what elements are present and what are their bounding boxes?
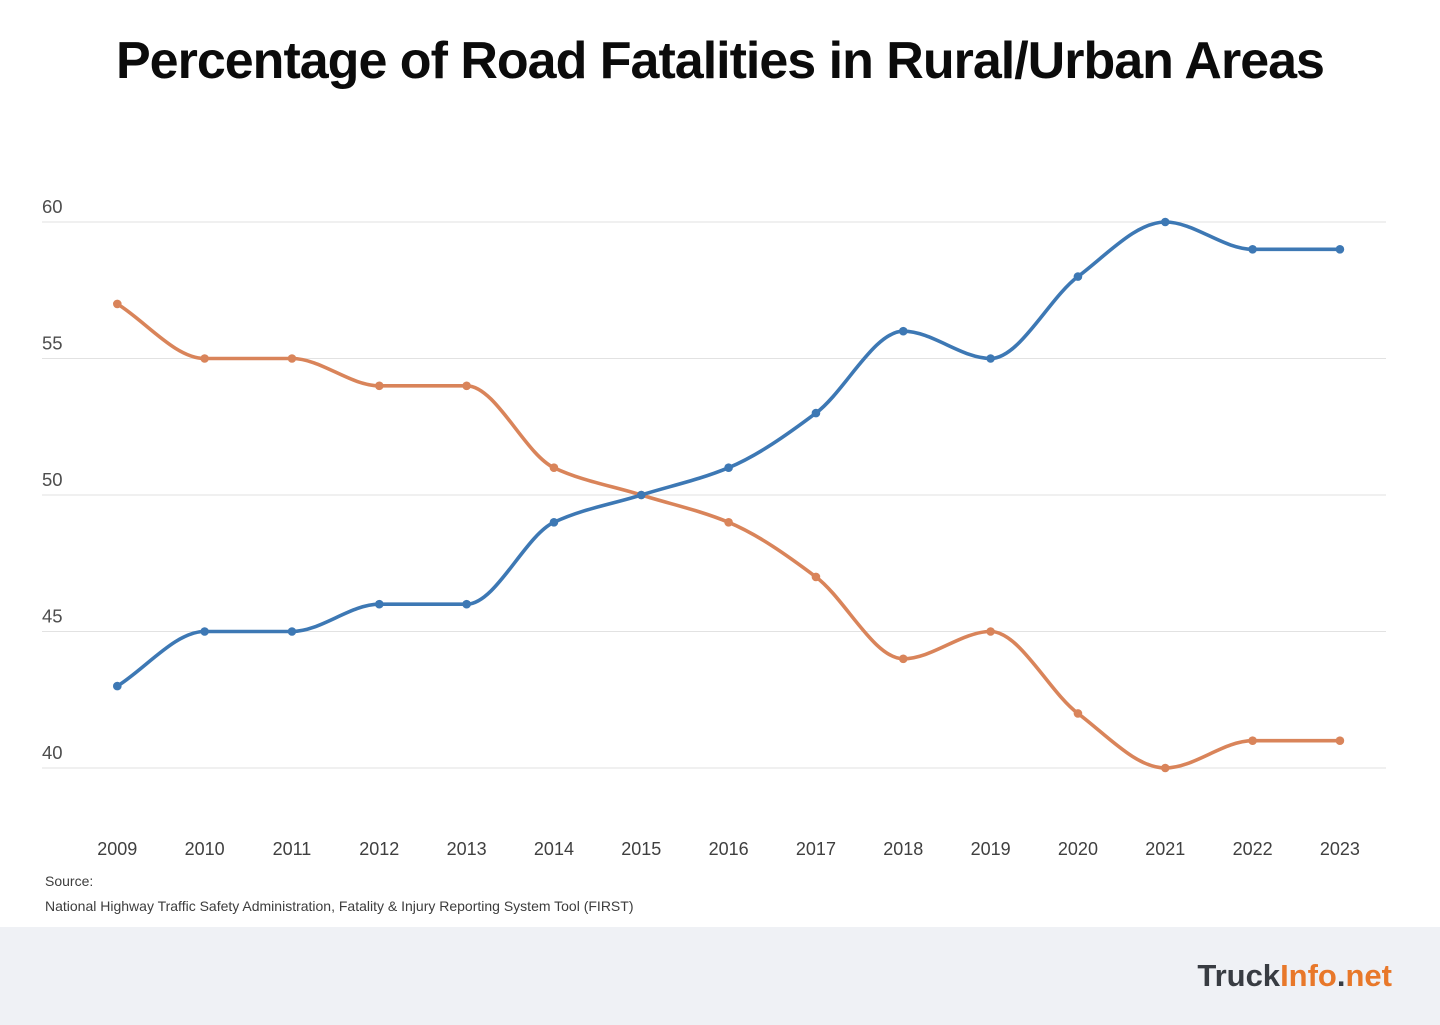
blue-data-point-marker [1160, 217, 1170, 227]
x-tick-label: 2013 [447, 839, 487, 859]
x-tick-label: 2012 [359, 839, 399, 859]
brand-dot: . [1336, 958, 1346, 993]
blue-data-point-marker [986, 354, 995, 363]
chart-title: Percentage of Road Fatalities in Rural/U… [116, 32, 1325, 90]
orange-data-point-marker [1335, 736, 1345, 745]
orange-data-point-marker [986, 627, 995, 636]
orange-data-point-marker [724, 518, 733, 527]
blue-data-point-marker [287, 627, 297, 636]
y-tick-label: 40 [42, 742, 63, 763]
x-tick-label: 2019 [971, 839, 1011, 859]
x-tick-label: 2014 [534, 839, 574, 859]
orange-data-point-marker [898, 654, 908, 664]
y-tick-label: 55 [42, 333, 63, 354]
orange-data-point-marker [287, 354, 297, 363]
orange-data-point-marker [374, 381, 384, 391]
blue-data-point-marker [1073, 272, 1083, 281]
orange-data-point-marker [549, 463, 559, 473]
blue-data-point-marker [636, 490, 646, 500]
brand-logo: TruckInfo.net [1197, 958, 1392, 994]
brand-net: net [1345, 958, 1393, 993]
x-tick-label: 2022 [1233, 839, 1273, 859]
x-tick-label: 2009 [97, 839, 137, 859]
y-tick-label: 50 [42, 469, 63, 490]
orange-data-point-marker [811, 572, 821, 582]
x-tick-label: 2011 [273, 839, 312, 859]
orange-line-path [115, 302, 1342, 770]
source-block: Source: National Highway Traffic Safety … [45, 869, 634, 919]
x-tick-label: 2021 [1145, 839, 1185, 859]
x-tick-label: 2016 [709, 839, 749, 859]
source-label: Source: [45, 873, 94, 889]
orange-data-point-marker [1073, 709, 1083, 718]
blue-data-point-marker [898, 326, 908, 336]
orange-data-point-marker [1160, 763, 1170, 773]
blue-data-point-marker [724, 463, 733, 473]
orange-data-point-marker [462, 381, 471, 391]
x-tick-label: 2010 [185, 839, 225, 859]
y-tick-label: 60 [42, 196, 63, 217]
x-tick-label: 2017 [796, 839, 836, 859]
y-tick-label: 45 [42, 606, 63, 627]
blue-data-point-marker [462, 599, 471, 609]
x-tick-label: 2018 [883, 839, 923, 859]
orange-data-point-marker [113, 299, 122, 309]
footer-bar: TruckInfo.net [0, 927, 1440, 1025]
blue-data-point-marker [1335, 245, 1345, 254]
x-tick-label: 2023 [1320, 839, 1360, 859]
blue-data-point-marker [811, 408, 821, 418]
blue-data-point-marker [374, 599, 384, 609]
blue-data-point-marker [113, 681, 122, 691]
source-text: National Highway Traffic Safety Administ… [45, 898, 634, 914]
orange-data-point-marker [200, 354, 209, 363]
blue-line-path [115, 220, 1342, 688]
x-tick-label: 2015 [621, 839, 661, 859]
brand-truck: Truck [1197, 958, 1281, 993]
blue-data-point-marker [549, 518, 559, 527]
brand-info: Info [1280, 958, 1337, 993]
orange-data-point-marker [1248, 736, 1257, 745]
blue-data-point-marker [1248, 245, 1257, 254]
blue-data-point-marker [200, 627, 209, 636]
x-tick-label: 2020 [1058, 839, 1098, 859]
